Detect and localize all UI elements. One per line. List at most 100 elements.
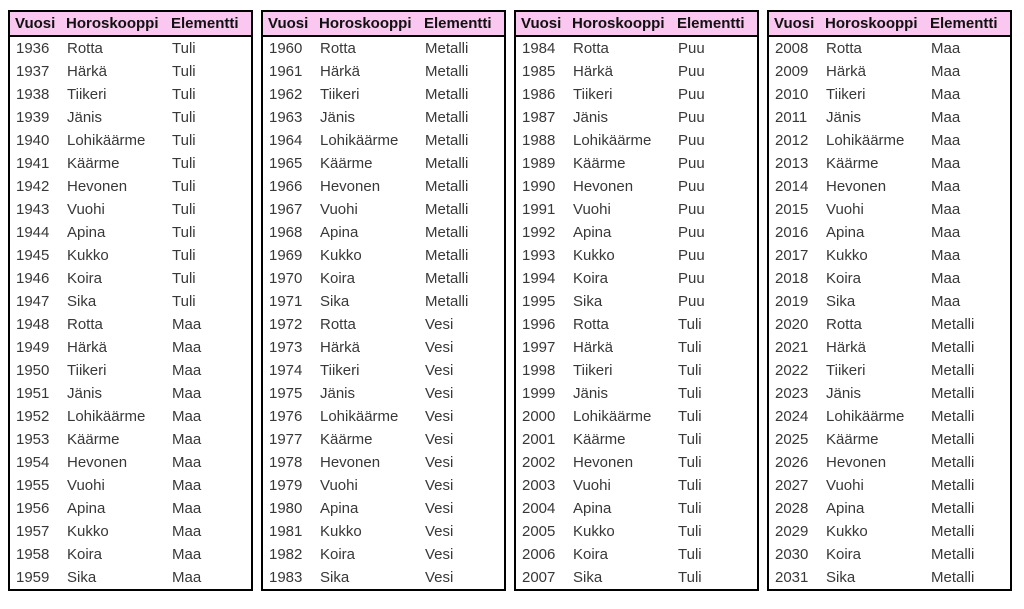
animal-cell: Vuohi (573, 201, 611, 218)
animal-cell: Sika (826, 569, 856, 586)
animal-cell: Vuohi (320, 201, 358, 218)
element-cell: Maa (172, 569, 202, 586)
animal-cell: Käärme (67, 431, 120, 448)
table-row: 2010 Tiikeri Maa (768, 83, 1011, 106)
element-cell: Maa (172, 385, 202, 402)
table-row: 2000 Lohikäärme Tuli (515, 405, 758, 428)
element-cell: Maa (931, 224, 961, 241)
table-row: 1963 Jänis Metalli (262, 106, 505, 129)
table-row: 1982 Koira Vesi (262, 543, 505, 566)
table-row: 2024 Lohikäärme Metalli (768, 405, 1011, 428)
year-cell: 2004 (522, 500, 556, 517)
table-row: 1984 Rotta Puu (515, 36, 758, 60)
table-row: 1991 Vuohi Puu (515, 198, 758, 221)
element-cell: Tuli (172, 109, 196, 126)
animal-cell: Kukko (67, 523, 109, 540)
year-cell: 1985 (522, 63, 556, 80)
element-cell: Maa (931, 270, 961, 287)
animal-cell: Käärme (320, 155, 373, 172)
element-cell: Vesi (425, 316, 454, 333)
animal-cell: Rotta (67, 316, 103, 333)
animal-cell: Jänis (826, 385, 862, 402)
column-header-elementti: Elementti (419, 11, 505, 37)
year-cell: 1952 (16, 408, 50, 425)
element-cell: Maa (172, 546, 202, 563)
year-cell: 1939 (16, 109, 50, 126)
table-row: 1968 Apina Metalli (262, 221, 505, 244)
table-row: 2029 Kukko Metalli (768, 520, 1011, 543)
animal-cell: Käärme (67, 155, 120, 172)
element-cell: Maa (172, 431, 202, 448)
table-row: 2016 Apina Maa (768, 221, 1011, 244)
year-cell: 1975 (269, 385, 303, 402)
animal-cell: Vuohi (320, 477, 358, 494)
table-body: 1936 Rotta Tuli 1937 Härkä Tuli 1938 Tiikeri Tul… (9, 36, 252, 590)
animal-cell: Käärme (573, 155, 626, 172)
table-row: 2003 Vuohi Tuli (515, 474, 758, 497)
element-cell: Metalli (425, 201, 469, 218)
table-row: 1966 Hevonen Metalli (262, 175, 505, 198)
animal-cell: Rotta (573, 40, 609, 57)
table-body: 1960 Rotta Metalli 1961 Härkä Metalli 1962 Tiik… (262, 36, 505, 590)
animal-cell: Härkä (67, 339, 108, 356)
element-cell: Metalli (425, 155, 469, 172)
zodiac-table-1960-1983: Vuosi Horoskooppi Elementti 1960 Rotta Met… (261, 10, 506, 591)
year-cell: 1989 (522, 155, 556, 172)
animal-cell: Jänis (320, 385, 356, 402)
element-cell: Tuli (172, 178, 196, 195)
element-cell: Tuli (678, 362, 702, 379)
table-row: 1949 Härkä Maa (9, 336, 252, 359)
year-cell: 1978 (269, 454, 303, 471)
element-cell: Tuli (678, 523, 702, 540)
element-cell: Vesi (425, 523, 454, 540)
animal-cell: Hevonen (320, 178, 381, 195)
year-cell: 1967 (269, 201, 303, 218)
element-cell: Tuli (172, 63, 196, 80)
table-row: 1969 Kukko Metalli (262, 244, 505, 267)
element-cell: Tuli (678, 316, 702, 333)
year-cell: 1938 (16, 86, 50, 103)
year-cell: 2007 (522, 569, 556, 586)
year-cell: 1977 (269, 431, 303, 448)
animal-cell: Vuohi (67, 477, 105, 494)
year-cell: 2023 (775, 385, 809, 402)
element-cell: Maa (172, 339, 202, 356)
year-cell: 2010 (775, 86, 809, 103)
table-row: 2013 Käärme Maa (768, 152, 1011, 175)
table-row: 1988 Lohikäärme Puu (515, 129, 758, 152)
animal-cell: Lohikäärme (67, 132, 146, 149)
table-row: 1941 Käärme Tuli (9, 152, 252, 175)
zodiac-tables: Vuosi Horoskooppi Elementti 1936 Rotta Tul… (8, 10, 1012, 591)
table-row: 1976 Lohikäärme Vesi (262, 405, 505, 428)
animal-cell: Härkä (320, 63, 361, 80)
table-row: 1955 Vuohi Maa (9, 474, 252, 497)
element-cell: Metalli (931, 454, 975, 471)
element-cell: Maa (931, 155, 961, 172)
element-cell: Tuli (678, 454, 702, 471)
animal-cell: Rotta (826, 40, 862, 57)
year-cell: 2020 (775, 316, 809, 333)
year-cell: 1965 (269, 155, 303, 172)
table-row: 1975 Jänis Vesi (262, 382, 505, 405)
header-row: Vuosi Horoskooppi Elementti (768, 11, 1011, 37)
animal-cell: Apina (320, 224, 359, 241)
year-cell: 1980 (269, 500, 303, 517)
element-cell: Metalli (931, 431, 975, 448)
year-cell: 1988 (522, 132, 556, 149)
year-cell: 1994 (522, 270, 556, 287)
animal-cell: Jänis (67, 109, 103, 126)
animal-cell: Käärme (826, 155, 879, 172)
element-cell: Metalli (931, 408, 975, 425)
year-cell: 2006 (522, 546, 556, 563)
animal-cell: Härkä (826, 339, 867, 356)
animal-cell: Sika (320, 569, 350, 586)
column-header-vuosi: Vuosi (768, 11, 820, 37)
table-row: 2030 Koira Metalli (768, 543, 1011, 566)
year-cell: 2030 (775, 546, 809, 563)
table-row: 1980 Apina Vesi (262, 497, 505, 520)
element-cell: Vesi (425, 477, 454, 494)
year-cell: 1971 (269, 293, 303, 310)
table-row: 1995 Sika Puu (515, 290, 758, 313)
column-header-vuosi: Vuosi (515, 11, 567, 37)
animal-cell: Vuohi (573, 477, 611, 494)
